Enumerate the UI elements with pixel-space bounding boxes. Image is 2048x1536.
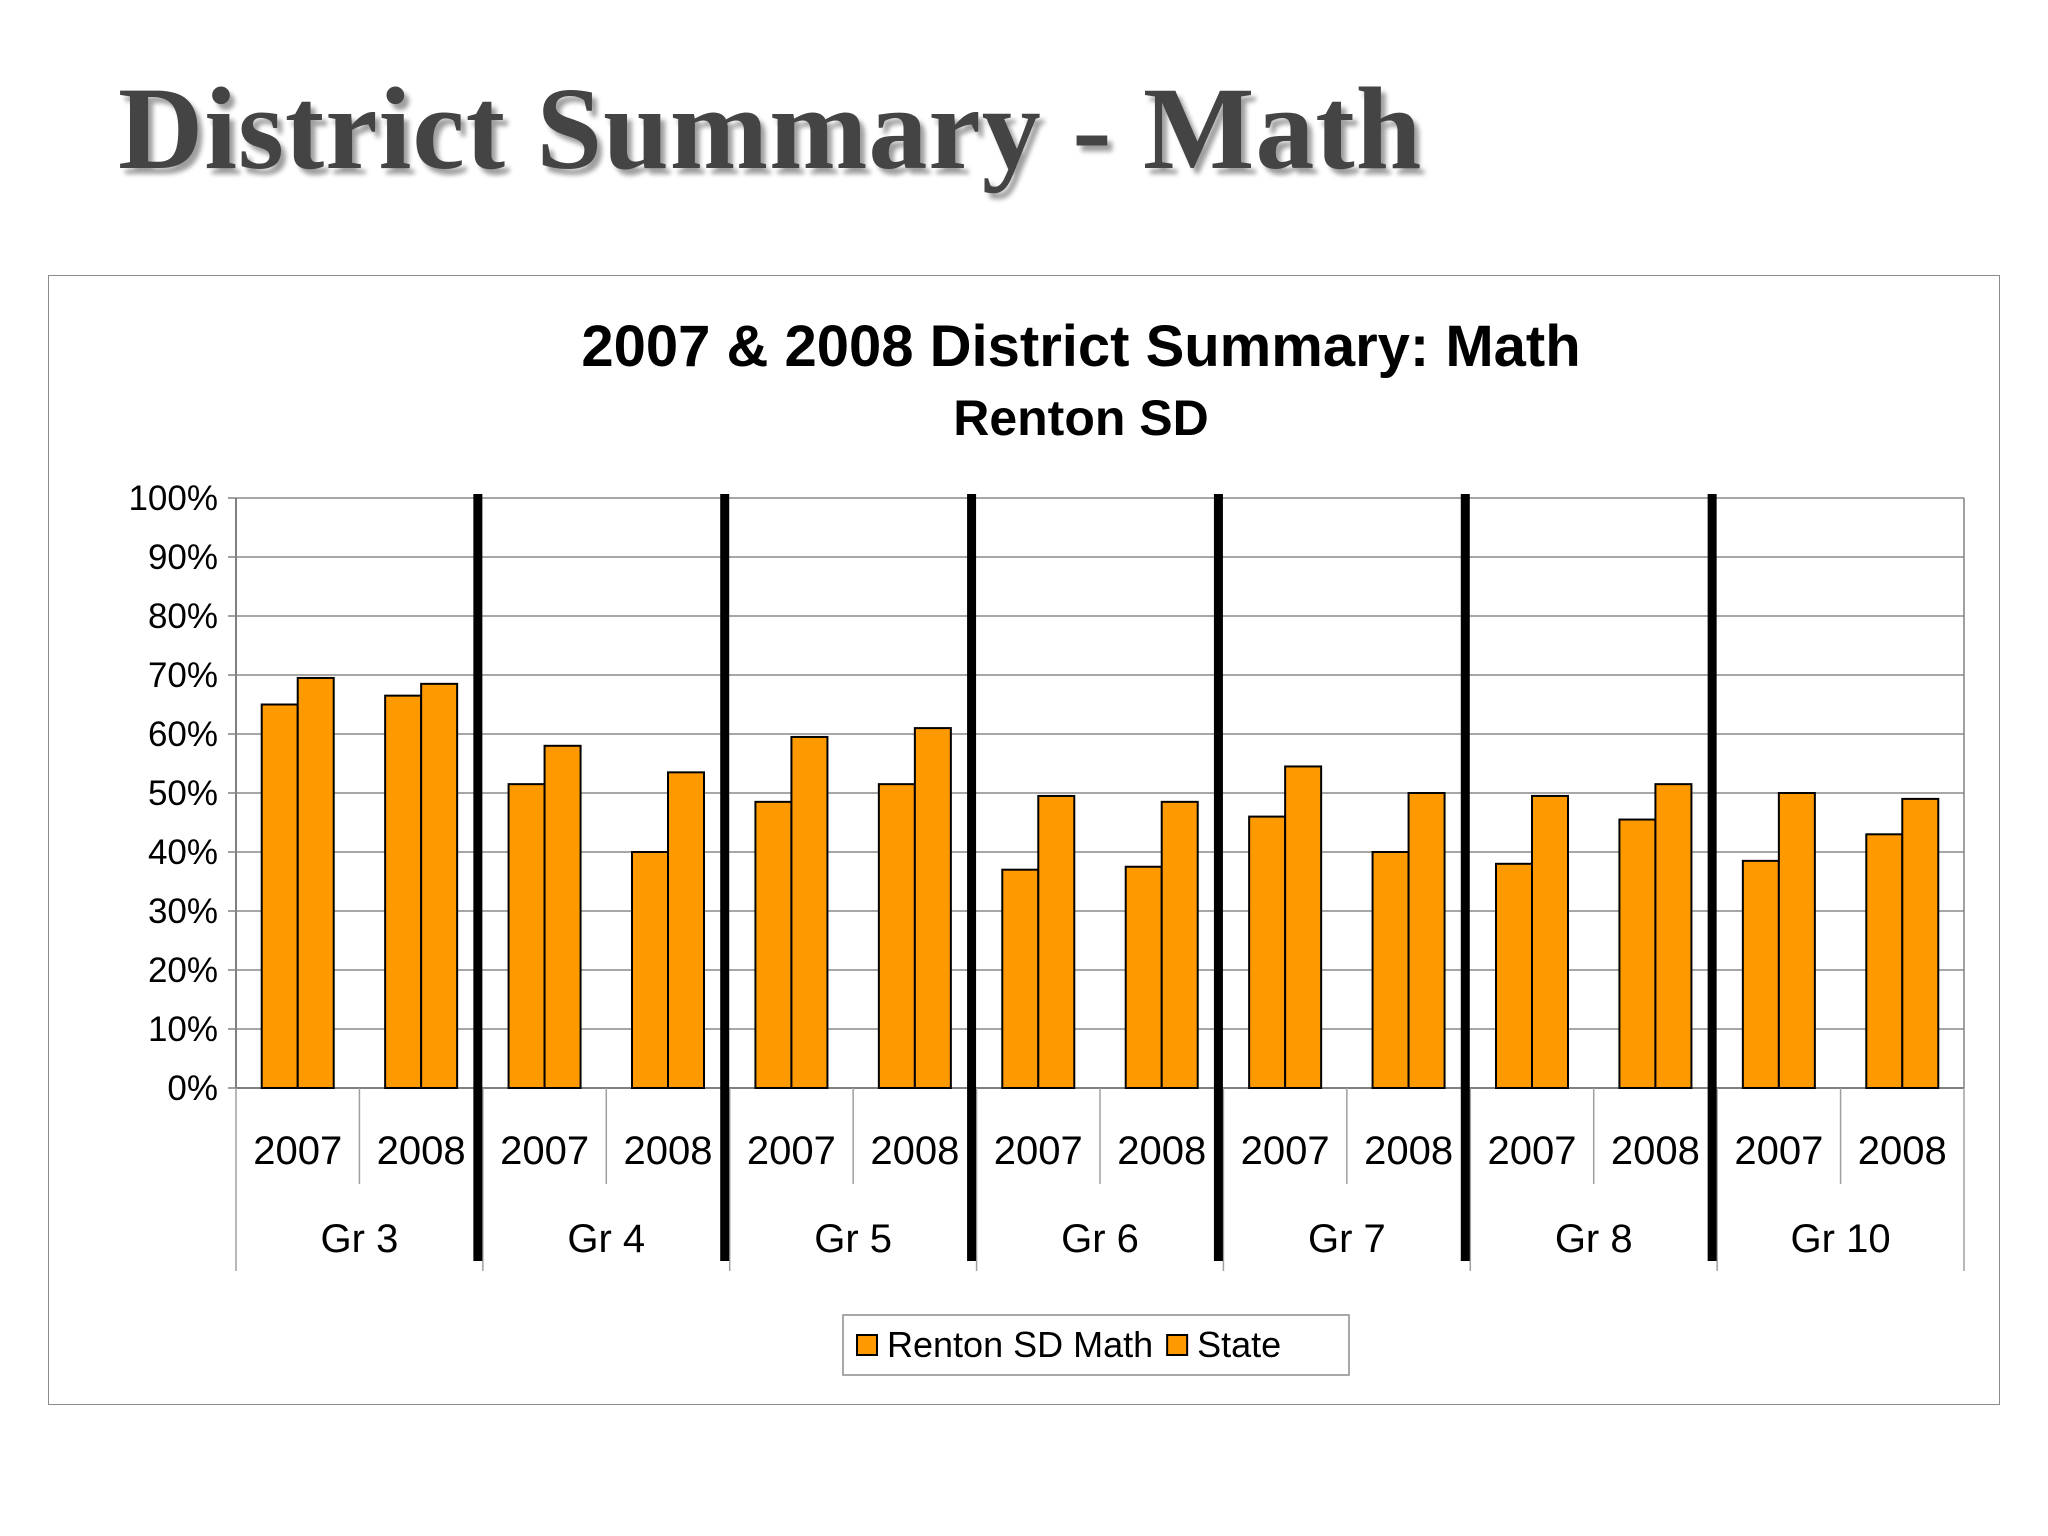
x-group-label: Gr 3 — [321, 1217, 399, 1261]
x-group-label: Gr 10 — [1791, 1217, 1891, 1261]
y-tick-label: 50% — [148, 774, 218, 813]
x-tick-label: 2008 — [1364, 1129, 1453, 1173]
bar — [420, 682, 459, 1089]
bar — [1865, 833, 1904, 1089]
y-tick-label: 100% — [128, 479, 218, 518]
bar — [384, 694, 423, 1089]
y-tick-label: 90% — [148, 538, 218, 577]
y-tick-label: 10% — [148, 1010, 218, 1049]
bar — [1037, 794, 1076, 1089]
bar — [754, 800, 793, 1089]
x-group-label: Gr 8 — [1555, 1217, 1633, 1261]
y-tick-label: 30% — [148, 892, 218, 931]
x-tick-label: 2008 — [1117, 1129, 1206, 1173]
bar — [667, 771, 705, 1089]
bar — [1248, 815, 1287, 1089]
x-tick-label: 2008 — [1858, 1129, 1947, 1173]
x-tick-label: 2007 — [1734, 1129, 1823, 1173]
legend-swatch — [1166, 1334, 1189, 1356]
x-group-label: Gr 4 — [567, 1217, 645, 1261]
x-group-label: Gr 7 — [1308, 1217, 1386, 1261]
bar — [1284, 765, 1323, 1089]
legend: Renton SD Math State — [842, 1314, 1350, 1376]
bar — [790, 735, 829, 1089]
bar — [507, 783, 546, 1089]
x-group-label: Gr 6 — [1061, 1217, 1139, 1261]
y-tick-label: 40% — [148, 833, 218, 872]
bar — [913, 727, 952, 1089]
slide-title: District Summary - Math — [118, 63, 1423, 194]
y-tick-label: 0% — [167, 1069, 218, 1108]
legend-swatch — [856, 1334, 878, 1356]
plot-area: 0% 10% 20% 30% 40% 50% 60% 70% 80% 90% 100% 2007 200… — [128, 479, 1965, 1271]
x-tick-label: 2007 — [994, 1129, 1083, 1173]
bar — [1901, 797, 1940, 1090]
x-tick-label: 2008 — [1611, 1129, 1700, 1173]
legend-label: State — [1197, 1324, 1281, 1365]
bar — [631, 851, 669, 1089]
x-tick-label: 2007 — [500, 1129, 589, 1173]
bar — [1777, 792, 1816, 1089]
bar — [1741, 859, 1780, 1089]
legend-label: Renton SD Math — [887, 1324, 1153, 1365]
bar — [1160, 800, 1199, 1089]
y-tick-label: 60% — [148, 715, 218, 754]
x-tick-label: 2007 — [1488, 1129, 1577, 1173]
y-tick-label: 70% — [148, 656, 218, 695]
bar — [1495, 862, 1533, 1089]
legend-box — [842, 1314, 1350, 1376]
chart-title: 2007 & 2008 District Summary: Math — [581, 314, 1580, 379]
bar-chart: 2007 & 2008 District Summary: Math Rento… — [128, 314, 1965, 1376]
chart-subtitle: Renton SD — [953, 390, 1209, 446]
bar — [1001, 868, 1040, 1090]
bar — [1654, 783, 1693, 1089]
bar — [1407, 792, 1446, 1089]
x-group-label: Gr 5 — [814, 1217, 892, 1261]
bar — [1371, 851, 1410, 1089]
y-tick-label: 80% — [148, 597, 218, 636]
x-tick-label: 2007 — [747, 1129, 836, 1173]
x-tick-label: 2007 — [1241, 1129, 1330, 1173]
bar — [877, 783, 916, 1089]
bar — [543, 744, 582, 1089]
y-tick-label: 20% — [148, 951, 218, 990]
x-tick-label: 2008 — [377, 1129, 466, 1173]
x-tick-label: 2007 — [253, 1129, 342, 1173]
bar — [1618, 818, 1657, 1089]
x-tick-label: 2008 — [624, 1129, 713, 1173]
bar — [296, 676, 335, 1089]
chart-frame: 2007 & 2008 District Summary: Math Rento… — [48, 275, 2000, 1405]
x-tick-label: 2008 — [870, 1129, 959, 1173]
bar — [260, 703, 299, 1089]
bar — [1124, 865, 1163, 1089]
bar — [1531, 794, 1569, 1089]
